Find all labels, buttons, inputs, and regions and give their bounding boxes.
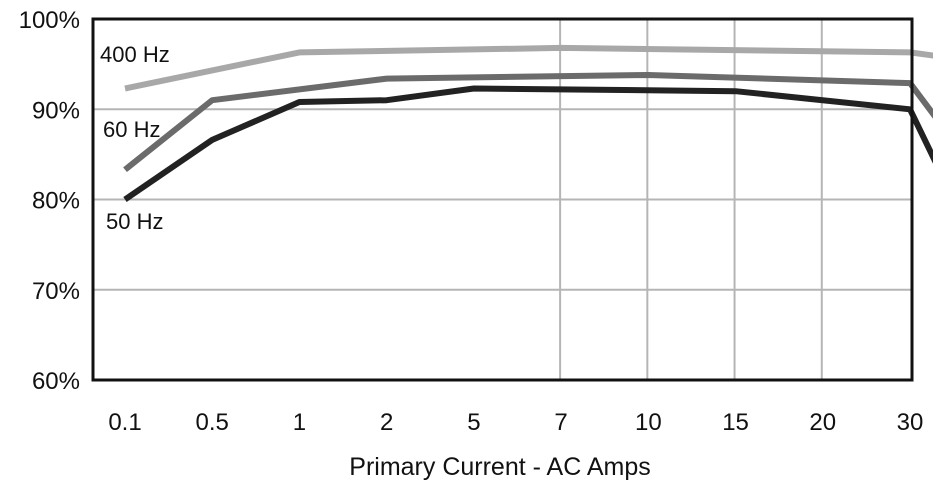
x-tick-label-0: 0.1 xyxy=(108,409,141,436)
series-label-50-hz: 50 Hz xyxy=(106,209,163,234)
series-line-60-hz xyxy=(123,72,933,173)
series-label-layer: 400 Hz 60 Hz 50 Hz xyxy=(100,42,170,234)
x-tick-label-6: 10 xyxy=(635,409,662,436)
y-tick-label-2: 80% xyxy=(32,188,80,215)
y-tick-label-1: 70% xyxy=(32,278,80,305)
y-tick-label-3: 90% xyxy=(32,97,80,124)
x-tick-label-2: 1 xyxy=(293,409,306,436)
x-tick-label-4: 5 xyxy=(467,409,480,436)
x-tick-label-8: 20 xyxy=(809,409,836,436)
x-tick-label-7: 15 xyxy=(722,409,749,436)
y-tick-label-4: 100% xyxy=(19,7,80,34)
grid-layer xyxy=(93,19,912,380)
x-tick-label-3: 2 xyxy=(380,409,393,436)
y-tick-label-0: 60% xyxy=(32,368,80,395)
x-tick-label-1: 0.5 xyxy=(196,409,229,436)
y-tick-layer: 60% 70% 80% 90% 100% xyxy=(19,7,80,395)
x-tick-layer: 0.1 0.5 1 2 5 7 10 15 20 30 xyxy=(108,409,923,436)
plot-frame xyxy=(91,17,914,382)
x-tick-label-9: 30 xyxy=(897,409,924,436)
series-line-400-hz xyxy=(124,44,933,92)
series-layer xyxy=(123,44,933,202)
series-line-50-hz xyxy=(123,85,933,202)
series-label-400-hz: 400 Hz xyxy=(100,42,170,67)
x-tick-label-5: 7 xyxy=(554,409,567,436)
x-axis-title: Primary Current - AC Amps xyxy=(349,453,650,481)
series-label-60-hz: 60 Hz xyxy=(103,117,160,142)
